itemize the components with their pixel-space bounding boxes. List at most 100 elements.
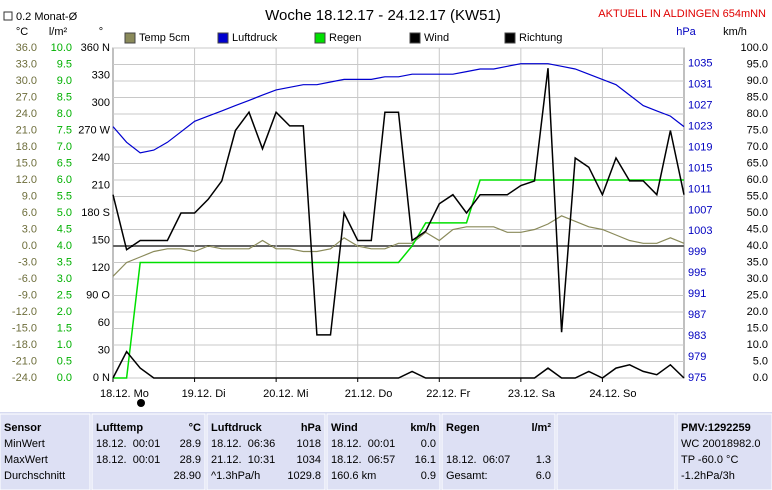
average-label[interactable]: 0.2 Monat-Ø xyxy=(16,11,78,23)
y-tick-label: 1035 xyxy=(688,58,712,70)
table-column xyxy=(676,413,772,490)
x-tick-label: 18.12. Mo xyxy=(100,388,149,400)
y-tick-label: 1023 xyxy=(688,120,712,132)
legend-swatch xyxy=(124,32,136,44)
table-cell: Luftdruck xyxy=(211,422,263,434)
y-tick-label: 1.0 xyxy=(57,339,72,351)
y-tick-label: -24.0 xyxy=(12,372,37,384)
chart-title: Woche 18.12.17 - 24.12.17 (KW51) xyxy=(265,7,501,24)
y-tick-label: 330 xyxy=(92,69,110,81)
y-tick-label: 12.0 xyxy=(16,174,37,186)
y-tick-label: 1031 xyxy=(688,79,712,91)
table-cell: 1034 xyxy=(297,454,321,466)
table-cell: Durchschnitt xyxy=(4,470,65,482)
y-tick-label: 300 xyxy=(92,97,110,109)
table-cell: km/h xyxy=(410,422,436,434)
series-line xyxy=(113,179,684,379)
y-tick-label: 60 xyxy=(98,317,110,329)
axis-title: ° xyxy=(99,26,103,38)
y-tick-label: 2.5 xyxy=(57,289,72,301)
table-cell: 160.6 km xyxy=(331,470,376,482)
y-tick-label: 150 xyxy=(92,234,110,246)
y-tick-label: 995 xyxy=(688,267,706,279)
table-cell: 28.9 xyxy=(180,438,201,450)
series-line xyxy=(112,215,685,277)
y-tick-label: 30.0 xyxy=(747,273,768,285)
y-tick-label: 240 xyxy=(92,152,110,164)
y-tick-label: 991 xyxy=(688,288,706,300)
table-column xyxy=(91,413,206,490)
y-tick-label: 3.0 xyxy=(22,223,37,235)
table-cell: hPa xyxy=(301,422,322,434)
table-cell: 1018 xyxy=(297,438,321,450)
summary-table: Sensor Lufttemp °C Luftdruck hPa Wind km/h Rege… xyxy=(0,412,772,490)
table-cell: 16.1 xyxy=(415,454,436,466)
y-tick-label: -12.0 xyxy=(12,306,37,318)
y-tick-label: 6.0 xyxy=(57,174,72,186)
table-cell: 18.12. 06:36 xyxy=(211,438,275,450)
table-cell: 0.9 xyxy=(421,470,436,482)
table-cell: 1029.8 xyxy=(287,470,321,482)
table-column xyxy=(441,413,556,490)
table-cell: 18.12. 00:01 xyxy=(96,454,160,466)
y-tick-label: 5.0 xyxy=(57,207,72,219)
legend-label: Temp 5cm xyxy=(139,32,190,44)
y-tick-label: 30 xyxy=(98,344,110,356)
table-cell: 28.9 xyxy=(180,454,201,466)
y-tick-label: 33.0 xyxy=(16,58,37,70)
table-cell: 0.0 xyxy=(421,438,436,450)
y-tick-label: 0.0 xyxy=(22,240,37,252)
y-tick-label: -18.0 xyxy=(12,339,37,351)
y-tick-label: 1003 xyxy=(688,225,712,237)
legend-swatch xyxy=(314,32,326,44)
legend-label: Luftdruck xyxy=(232,32,278,44)
y-tick-label: -6.0 xyxy=(18,273,37,285)
y-tick-label: -3.0 xyxy=(18,256,37,268)
y-tick-label: 983 xyxy=(688,330,706,342)
y-tick-label: 10.0 xyxy=(51,42,72,54)
checkbox[interactable] xyxy=(3,11,13,21)
table-column xyxy=(556,413,676,490)
day-marker xyxy=(137,399,145,407)
y-tick-label: 15.0 xyxy=(16,157,37,169)
y-tick-label: 25.0 xyxy=(747,289,768,301)
table-column xyxy=(0,413,91,490)
y-tick-label: 1019 xyxy=(688,141,712,153)
axis-title: °C xyxy=(16,26,28,38)
x-tick-label: 21.12. Do xyxy=(345,388,393,400)
y-tick-label: 9.0 xyxy=(22,190,37,202)
y-tick-label: 975 xyxy=(688,372,706,384)
y-tick-label: 1011 xyxy=(688,183,712,195)
y-tick-label: 18.0 xyxy=(16,141,37,153)
x-tick-label: 19.12. Di xyxy=(182,388,226,400)
table-cell: Gesamt: xyxy=(446,470,488,482)
y-tick-label: 85.0 xyxy=(747,91,768,103)
y-tick-label: 6.0 xyxy=(22,207,37,219)
y-tick-label: 60.0 xyxy=(747,174,768,186)
y-tick-label: 9.0 xyxy=(57,75,72,87)
table-cell: 18.12. 00:01 xyxy=(96,438,160,450)
y-tick-label: 36.0 xyxy=(16,42,37,54)
y-tick-label: 0.5 xyxy=(57,355,72,367)
table-cell: Regen xyxy=(446,422,480,434)
legend-swatch xyxy=(217,32,229,44)
y-tick-label: 3.5 xyxy=(57,256,72,268)
y-tick-label: 987 xyxy=(688,309,706,321)
y-tick-label: 979 xyxy=(688,351,706,363)
table-cell: -1.2hPa/3h xyxy=(681,470,735,482)
table-cell: 1.3 xyxy=(536,454,551,466)
y-tick-label: 360 N xyxy=(81,42,110,54)
y-tick-label: 0.0 xyxy=(57,372,72,384)
y-tick-label: 90 O xyxy=(86,289,110,301)
y-tick-label: 6.5 xyxy=(57,157,72,169)
series-line xyxy=(112,68,685,336)
table-cell: 21.12. 10:31 xyxy=(211,454,275,466)
y-tick-label: 1007 xyxy=(688,204,712,216)
y-tick-label: 21.0 xyxy=(16,124,37,136)
x-tick-label: 24.12. So xyxy=(589,388,636,400)
y-tick-label: 80.0 xyxy=(747,108,768,120)
y-tick-label: 8.0 xyxy=(57,108,72,120)
table-cell: PMV:1292259 xyxy=(681,422,751,434)
series-line xyxy=(112,350,685,379)
